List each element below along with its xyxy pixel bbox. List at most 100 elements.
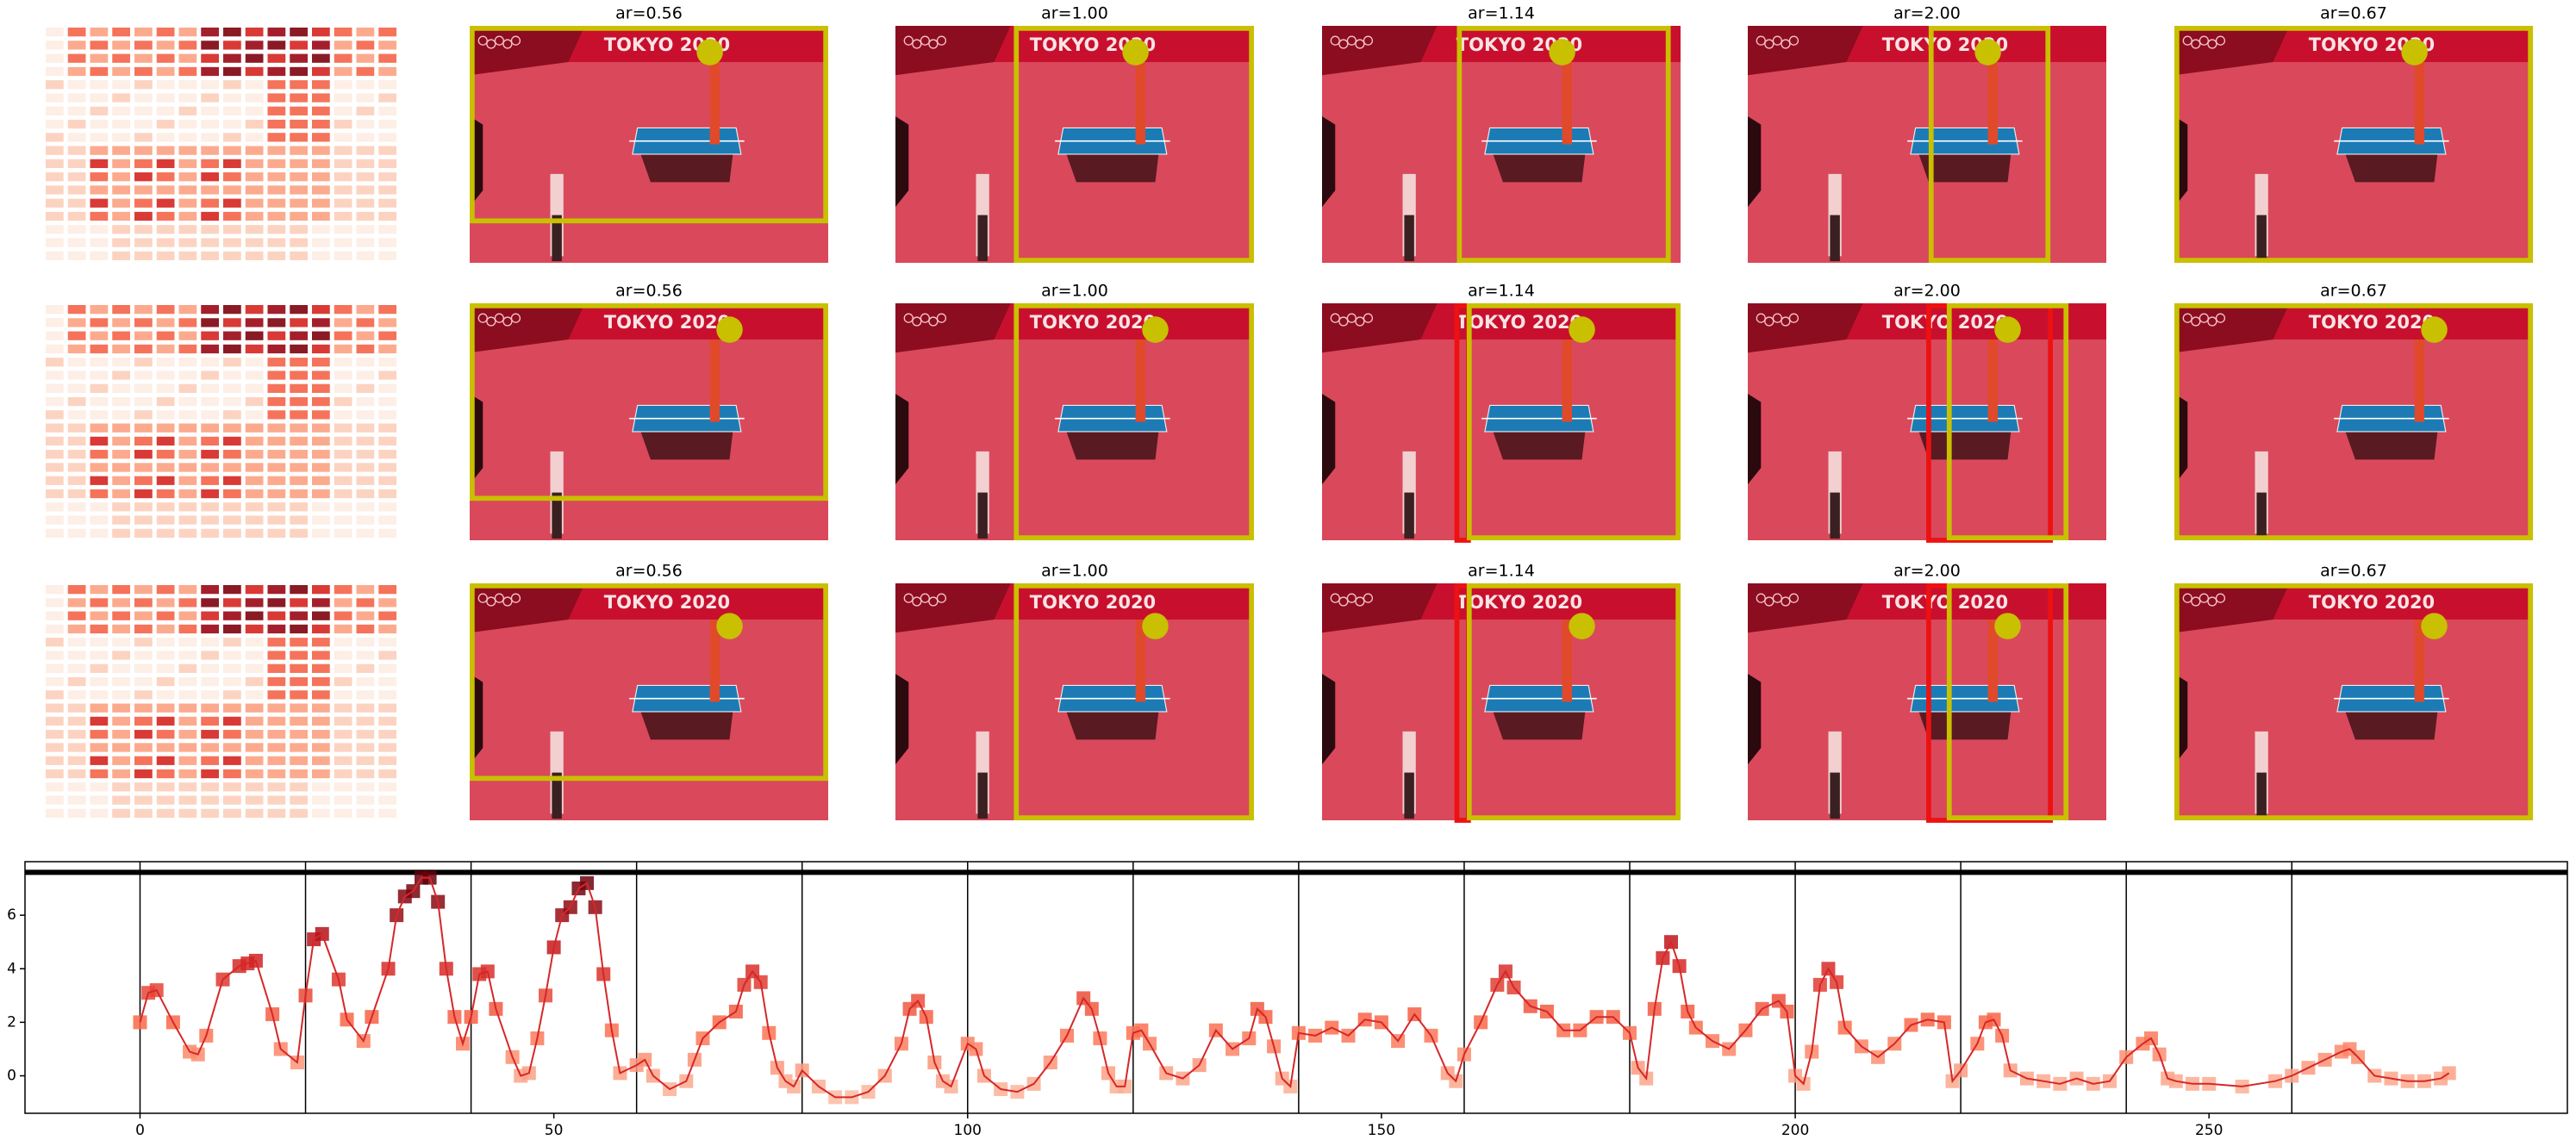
heat-cell	[245, 344, 264, 354]
heat-cell	[201, 238, 219, 247]
heat-cell	[312, 515, 330, 525]
heat-cell	[134, 80, 153, 90]
heat-cell	[312, 28, 330, 37]
heat-cell	[334, 172, 352, 182]
ring	[1781, 596, 1791, 607]
heat-cell	[90, 611, 109, 620]
ring	[494, 313, 504, 323]
heat-cell	[312, 146, 330, 155]
heat-cell	[334, 528, 352, 538]
heat-cell	[378, 305, 396, 315]
heat-cell	[112, 159, 130, 169]
heat-cell	[223, 528, 241, 538]
heat-cell	[201, 489, 219, 499]
heat-cell	[312, 716, 330, 726]
heat-cell	[156, 502, 175, 512]
player-near-legs	[2256, 215, 2267, 262]
heat-cell	[134, 651, 153, 660]
heat-cell	[290, 450, 308, 459]
heat-cell	[90, 730, 109, 739]
heat-cell	[267, 172, 286, 182]
heat-cell	[312, 211, 330, 221]
heat-cell	[67, 611, 86, 620]
heat-cell	[134, 703, 153, 713]
focus-point	[1994, 613, 2021, 639]
heat-cell	[290, 358, 308, 367]
heat-cell	[201, 119, 219, 129]
heat-cell	[267, 106, 286, 115]
heat-cell	[334, 185, 352, 195]
heat-cell	[67, 436, 86, 446]
heat-cell	[223, 185, 241, 195]
heat-cell	[156, 611, 175, 620]
banner-text: TOKYO 2020	[2309, 312, 2435, 333]
heat-cell	[245, 690, 264, 700]
heat-cell	[67, 769, 86, 779]
ring	[2191, 316, 2201, 327]
heat-cell	[290, 638, 308, 647]
heat-cell	[46, 528, 64, 538]
heat-cell	[156, 172, 175, 182]
heat-cell	[245, 598, 264, 607]
heat-cell	[223, 159, 241, 169]
heat-cell	[223, 318, 241, 327]
heat-cell	[46, 383, 64, 393]
heat-cell	[290, 133, 308, 142]
heat-cell	[90, 238, 109, 247]
heat-cell	[223, 450, 241, 459]
heat-cell	[290, 238, 308, 247]
y-tick-label: 2	[7, 1013, 16, 1031]
focus-point	[1122, 39, 1149, 65]
heat-cell	[223, 423, 241, 433]
heat-cell	[67, 463, 86, 472]
heat-cell	[356, 53, 375, 63]
heat-cell	[178, 133, 197, 142]
player-near-legs	[1830, 215, 1840, 262]
heat-cell	[67, 225, 86, 234]
heat-cell	[312, 756, 330, 765]
ring	[2182, 35, 2192, 46]
player-near-legs	[552, 215, 562, 262]
heat-cell	[356, 185, 375, 195]
ring	[1772, 313, 1782, 323]
heat-cell	[201, 80, 219, 90]
heat-cell	[178, 795, 197, 805]
heat-cell	[46, 66, 64, 77]
heat-cell	[245, 318, 264, 327]
heat-cell	[223, 225, 241, 234]
heat-cell	[46, 436, 64, 446]
heat-cell	[356, 598, 375, 607]
heat-cell	[178, 119, 197, 129]
heat-cell	[134, 53, 153, 63]
heat-cell	[112, 463, 130, 472]
heat-cell	[46, 808, 64, 818]
photo: TOKYO 2020	[470, 303, 828, 540]
crop-box	[1946, 303, 2069, 540]
heat-cell	[134, 476, 153, 485]
heat-cell	[312, 133, 330, 142]
photo: TOKYO 2020	[895, 25, 1254, 263]
player-far	[2414, 62, 2425, 145]
heat-cell	[378, 436, 396, 446]
heat-cell	[46, 502, 64, 512]
heat-cell	[290, 225, 308, 234]
heat-cell	[267, 119, 286, 129]
heat-cell	[223, 756, 241, 765]
heat-cell	[134, 225, 153, 234]
heat-cell	[112, 225, 130, 234]
heat-cell	[312, 80, 330, 90]
heat-cell	[334, 28, 352, 37]
heat-cell	[112, 638, 130, 647]
player-far	[709, 340, 720, 422]
ring	[1363, 313, 1374, 323]
heat-cell	[90, 383, 109, 393]
banner-dark	[470, 26, 585, 76]
heat-cell	[378, 172, 396, 182]
focus-point	[1994, 316, 2021, 343]
heat-cell	[46, 198, 64, 208]
heat-cell	[312, 436, 330, 446]
photo: TOKYO 2020	[1748, 303, 2106, 543]
heat-cell	[201, 185, 219, 195]
heat-cell	[46, 371, 64, 380]
heat-cell	[334, 676, 352, 687]
